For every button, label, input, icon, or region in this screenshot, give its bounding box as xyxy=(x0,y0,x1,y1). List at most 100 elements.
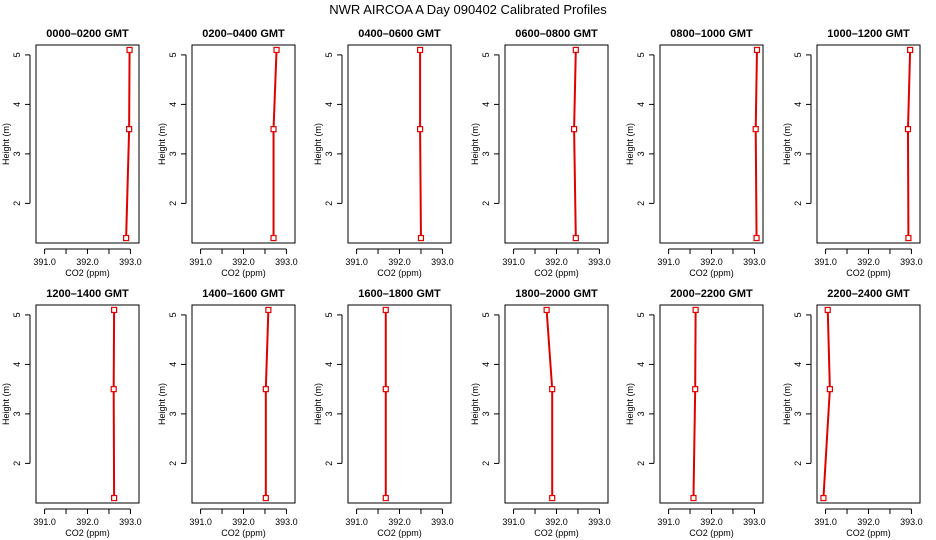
y-tick-label: 5 xyxy=(636,312,646,317)
x-axis-label: CO2 (ppm) xyxy=(65,528,110,538)
x-tick-label: 393.0 xyxy=(743,257,766,267)
x-tick-label: 392.0 xyxy=(388,517,411,527)
x-tick-label: 392.0 xyxy=(388,257,411,267)
y-tick-label: 2 xyxy=(636,201,646,206)
panel-12: 2200–2400 GMT 391.0 392.0 393.0 CO2 (ppm) 2 3 4… xyxy=(782,288,923,538)
y-tick-label: 5 xyxy=(481,312,491,317)
x-tick-label: 392.0 xyxy=(76,257,99,267)
x-tick-label: 393.0 xyxy=(588,517,611,527)
x-tick-label: 392.0 xyxy=(232,517,255,527)
y-tick-label: 2 xyxy=(793,461,803,466)
profile-point xyxy=(550,496,555,501)
x-tick-label: 391.0 xyxy=(189,517,212,527)
y-tick-label: 5 xyxy=(324,52,334,57)
profile-line xyxy=(126,50,129,238)
y-tick-label: 4 xyxy=(481,102,491,107)
profile-point xyxy=(418,236,423,241)
panel-4: 0600–0800 GMT 391.0 392.0 393.0 CO2 (ppm) 2 3 4… xyxy=(470,28,611,278)
x-tick-label: 393.0 xyxy=(900,517,923,527)
profile-point xyxy=(418,127,423,132)
y-tick-label: 3 xyxy=(324,411,334,416)
y-tick-label: 4 xyxy=(324,362,334,367)
panel-title: 0600–0800 GMT xyxy=(515,28,598,40)
panel-5: 0800–1000 GMT 391.0 392.0 393.0 CO2 (ppm) 2 3 4… xyxy=(625,28,766,278)
x-tick-label: 393.0 xyxy=(588,257,611,267)
x-axis-label: CO2 (ppm) xyxy=(534,528,579,538)
panel-title: 1800–2000 GMT xyxy=(515,288,598,300)
profile-point xyxy=(573,236,578,241)
x-tick-label: 393.0 xyxy=(119,517,142,527)
profile-point xyxy=(383,496,388,501)
profile-point xyxy=(111,387,116,392)
profile-point xyxy=(691,496,696,501)
y-tick-label: 3 xyxy=(793,151,803,156)
profile-line xyxy=(908,50,910,238)
y-tick-label: 4 xyxy=(168,362,178,367)
panel-title: 1400–1600 GMT xyxy=(202,288,285,300)
panel-title: 1600–1800 GMT xyxy=(358,288,441,300)
plot-frame xyxy=(817,305,920,503)
profile-point xyxy=(905,127,910,132)
y-tick-label: 2 xyxy=(12,201,22,206)
x-axis-label: CO2 (ppm) xyxy=(221,268,266,278)
y-tick-label: 2 xyxy=(324,201,334,206)
plot-frame xyxy=(192,305,295,503)
profile-point xyxy=(908,47,913,52)
y-axis-label: Height (m) xyxy=(1,123,11,165)
y-axis-label: Height (m) xyxy=(157,123,167,165)
x-tick-label: 391.0 xyxy=(189,257,212,267)
panel-title: 0800–1000 GMT xyxy=(670,28,753,40)
y-axis-label: Height (m) xyxy=(470,123,480,165)
profile-point xyxy=(112,496,117,501)
profile-line xyxy=(274,50,277,238)
x-tick-label: 391.0 xyxy=(657,517,680,527)
y-tick-label: 4 xyxy=(793,362,803,367)
profile-point xyxy=(550,387,555,392)
profile-point xyxy=(573,47,578,52)
x-tick-label: 393.0 xyxy=(275,517,298,527)
y-axis-label: Height (m) xyxy=(313,383,323,425)
y-tick-label: 3 xyxy=(481,411,491,416)
y-tick-label: 5 xyxy=(12,52,22,57)
profile-line xyxy=(574,50,576,238)
x-axis-label: CO2 (ppm) xyxy=(377,528,422,538)
plot-frame xyxy=(348,45,451,243)
x-tick-label: 391.0 xyxy=(502,517,525,527)
panel-11: 2000–2200 GMT 391.0 392.0 393.0 CO2 (ppm) 2 3 4… xyxy=(625,288,766,538)
x-axis-label: CO2 (ppm) xyxy=(221,528,266,538)
y-axis-label: Height (m) xyxy=(313,123,323,165)
y-axis-label: Height (m) xyxy=(625,123,635,165)
y-tick-label: 2 xyxy=(636,461,646,466)
y-axis-label: Height (m) xyxy=(782,383,792,425)
panel-title: 1000–1200 GMT xyxy=(827,28,910,40)
profile-point xyxy=(754,47,759,52)
profile-point xyxy=(112,307,117,312)
profile-point xyxy=(271,127,276,132)
profile-point xyxy=(821,496,826,501)
x-axis-label: CO2 (ppm) xyxy=(846,268,891,278)
x-tick-label: 391.0 xyxy=(814,517,837,527)
y-tick-label: 5 xyxy=(636,52,646,57)
profile-line xyxy=(693,310,695,498)
plot-frame xyxy=(660,305,763,503)
profile-line xyxy=(823,310,829,498)
profile-point xyxy=(825,307,830,312)
y-axis-label: Height (m) xyxy=(470,383,480,425)
profile-point xyxy=(263,496,268,501)
panel-title: 2000–2200 GMT xyxy=(670,288,753,300)
y-tick-label: 4 xyxy=(324,102,334,107)
profile-point xyxy=(544,307,549,312)
profile-line xyxy=(756,50,757,238)
plot-frame xyxy=(36,305,139,503)
panels-grid: 0000–0200 GMT 391.0 392.0 393.0 CO2 (ppm) 2 3 4… xyxy=(1,28,923,538)
profile-point xyxy=(693,307,698,312)
profile-point xyxy=(383,387,388,392)
y-tick-label: 4 xyxy=(12,362,22,367)
profile-point xyxy=(754,236,759,241)
profile-line xyxy=(266,310,269,498)
y-tick-label: 3 xyxy=(324,151,334,156)
x-tick-label: 392.0 xyxy=(857,517,880,527)
x-tick-label: 393.0 xyxy=(743,517,766,527)
x-tick-label: 391.0 xyxy=(33,257,56,267)
profile-point xyxy=(274,47,279,52)
